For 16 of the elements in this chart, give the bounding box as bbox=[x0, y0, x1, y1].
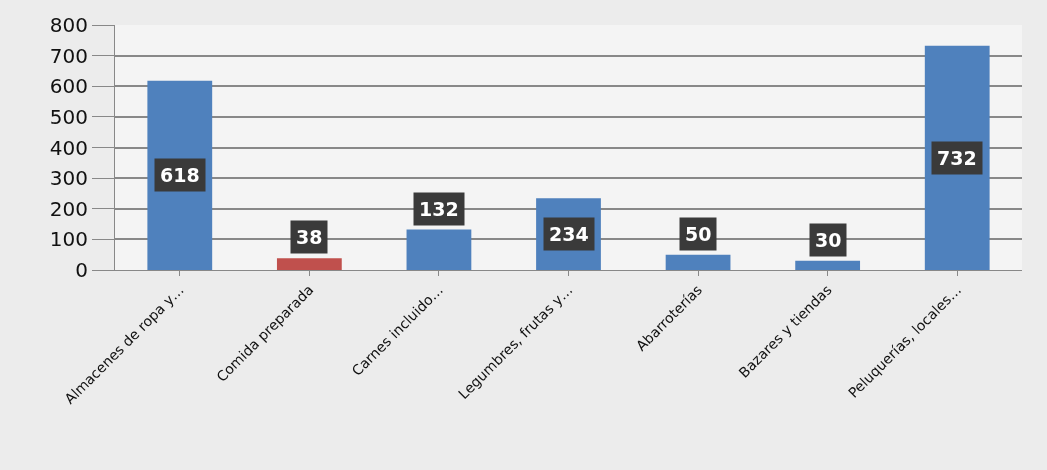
y-tick-label: 0 bbox=[75, 258, 88, 282]
y-tick-label: 300 bbox=[49, 166, 88, 191]
data-label: 618 bbox=[160, 164, 200, 186]
data-label: 732 bbox=[937, 147, 977, 169]
y-tick-label: 800 bbox=[49, 13, 88, 37]
y-tick-label: 200 bbox=[49, 196, 88, 221]
data-label: 50 bbox=[685, 223, 712, 245]
data-label: 234 bbox=[549, 223, 589, 245]
y-tick-label: 100 bbox=[49, 227, 88, 252]
data-label: 30 bbox=[815, 229, 842, 251]
data-label: 132 bbox=[419, 198, 459, 220]
y-tick-label: 600 bbox=[49, 74, 88, 99]
y-tick-label: 400 bbox=[49, 135, 88, 160]
y-tick-label: 500 bbox=[49, 104, 88, 129]
data-label: 38 bbox=[296, 226, 323, 248]
y-tick-label: 700 bbox=[49, 43, 88, 68]
